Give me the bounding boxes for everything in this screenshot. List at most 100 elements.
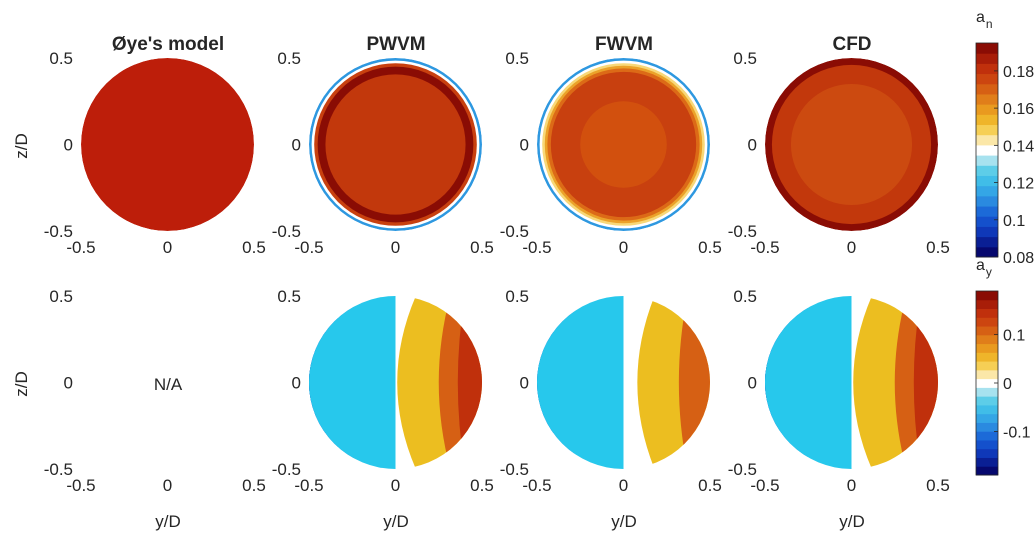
- title-pwvm: PWVM: [366, 34, 425, 55]
- colorbar-swatch: [976, 369, 998, 380]
- y-tick-label: 0: [520, 374, 529, 393]
- title-oye-model: Øye's model: [112, 34, 224, 55]
- colorbar-swatch: [976, 155, 998, 166]
- contour-field: [81, 58, 254, 231]
- colorbar-swatch: [976, 43, 998, 54]
- contour-band-left-4: [765, 296, 852, 469]
- colorbar-swatch: [976, 413, 998, 423]
- x-tick-label: 0: [391, 238, 400, 257]
- colorbar-swatch: [976, 343, 998, 353]
- colorbar-swatch: [976, 326, 998, 336]
- colorbar-swatch: [976, 291, 998, 301]
- y-tick-label: -0.5: [272, 460, 301, 479]
- y-tick-label: 0.5: [733, 49, 757, 68]
- colorbar-tick-label: 0.14: [1003, 138, 1034, 155]
- panel-0-3: -0.5-0.5 0 0 0.5 0.5: [728, 49, 950, 257]
- y-tick-label: -0.5: [728, 460, 757, 479]
- colorbar-swatch: [976, 422, 998, 432]
- x-tick-label: 0: [163, 238, 172, 257]
- colorbar-swatch: [976, 439, 998, 450]
- xlabel-col4: y/D: [839, 512, 865, 531]
- contour-field: [765, 58, 938, 231]
- colorbar-swatch: [976, 299, 998, 310]
- colorbar-swatch: [976, 431, 998, 441]
- colorbar-swatch: [976, 124, 998, 136]
- panel-0-1: -0.5-0.5 0 0 0.5 0.5: [272, 49, 494, 257]
- colorbar-tick-label: 0.1: [1003, 213, 1025, 230]
- colorbar-swatch: [976, 114, 998, 126]
- x-tick-label: -0.5: [66, 476, 95, 495]
- x-tick-label: 0.5: [698, 476, 722, 495]
- x-tick-label: 0.5: [698, 238, 722, 257]
- y-tick-label: 0: [748, 136, 757, 155]
- y-tick-label: -0.5: [728, 222, 757, 241]
- colorbar-swatch: [976, 134, 998, 146]
- y-tick-label: -0.5: [500, 222, 529, 241]
- colorbar-tick-label: -0.1: [1003, 424, 1031, 441]
- colorbar-swatch: [976, 361, 998, 371]
- contour-field: [537, 58, 710, 231]
- colorbar-frame: [975, 42, 999, 258]
- panel-1-3: -0.5-0.5 0 0 0.5 0.5: [728, 287, 950, 495]
- x-tick-label: -0.5: [522, 476, 551, 495]
- y-tick-label: 0.5: [277, 49, 301, 68]
- title-cfd: CFD: [832, 34, 871, 55]
- y-tick-label: -0.5: [44, 460, 73, 479]
- panel-0-2: -0.5-0.5 0 0 0.5 0.5: [500, 49, 722, 257]
- colorbar-tick-label: 0.12: [1003, 176, 1034, 193]
- panel-1-1: -0.5-0.5 0 0 0.5 0.5: [272, 287, 494, 495]
- contour-band-left-2: [537, 296, 624, 469]
- contour-ring-6: [580, 101, 667, 188]
- colorbar-swatch: [976, 236, 998, 248]
- x-tick-label: 0: [619, 238, 628, 257]
- y-tick-label: 0.5: [505, 49, 529, 68]
- x-tick-label: -0.5: [522, 238, 551, 257]
- y-tick-label: 0.5: [505, 287, 529, 306]
- x-tick-label: 0: [619, 476, 628, 495]
- x-tick-label: -0.5: [750, 238, 779, 257]
- x-tick-label: 0.5: [242, 238, 266, 257]
- colorbar-swatch: [976, 206, 998, 217]
- contour-ring-4: [325, 74, 466, 215]
- colorbar-swatch: [976, 83, 998, 95]
- panels-layer: -0.5-0.5000.50.5-0.5-0.5000.50.5-0.5-0.5…: [44, 49, 950, 495]
- y-tick-label: -0.5: [44, 222, 73, 241]
- colorbar-tick-label: 0.18: [1003, 64, 1034, 81]
- y-tick-label: 0: [520, 136, 529, 155]
- y-tick-label: 0: [64, 374, 73, 393]
- contour-field: [309, 58, 482, 231]
- contour-ring-2: [790, 83, 913, 206]
- na-annotation: N/A: [154, 375, 183, 394]
- colorbar-an-label: an: [976, 9, 993, 31]
- colorbar-swatch: [976, 334, 998, 345]
- contour-band-right-4: [678, 296, 710, 469]
- colorbar-swatch: [976, 404, 998, 415]
- y-tick-label: 0: [64, 136, 73, 155]
- colorbar-tick-label: 0.08: [1003, 250, 1034, 267]
- colorbar-swatch: [976, 73, 998, 85]
- y-tick-label: 0: [292, 374, 301, 393]
- x-tick-label: -0.5: [294, 476, 323, 495]
- panel-1-2: -0.5-0.5 0 0 0.5 0.5: [500, 287, 722, 495]
- colorbar-swatch: [976, 387, 998, 397]
- colorbar-swatch: [976, 53, 998, 64]
- y-tick-label: 0.5: [733, 287, 757, 306]
- x-tick-label: -0.5: [66, 238, 95, 257]
- title-fwvm: FWVM: [595, 34, 653, 55]
- contour-ring-0: [81, 58, 254, 231]
- colorbar-swatch: [976, 466, 998, 476]
- colorbar-swatch: [976, 93, 998, 105]
- colorbar-swatch: [976, 63, 998, 75]
- colorbar-swatch: [976, 175, 998, 187]
- y-tick-label: 0: [292, 136, 301, 155]
- xlabel-col1: y/D: [155, 512, 181, 531]
- colorbar-swatch: [976, 352, 998, 362]
- x-tick-label: 0.5: [926, 476, 950, 495]
- x-tick-label: 0.5: [470, 476, 494, 495]
- x-tick-label: -0.5: [750, 476, 779, 495]
- xlabel-col3: y/D: [611, 512, 637, 531]
- colorbar-1: -0.1 0 0.1: [975, 290, 1031, 476]
- colorbar-swatch: [976, 448, 998, 458]
- colorbar-swatch: [976, 396, 998, 406]
